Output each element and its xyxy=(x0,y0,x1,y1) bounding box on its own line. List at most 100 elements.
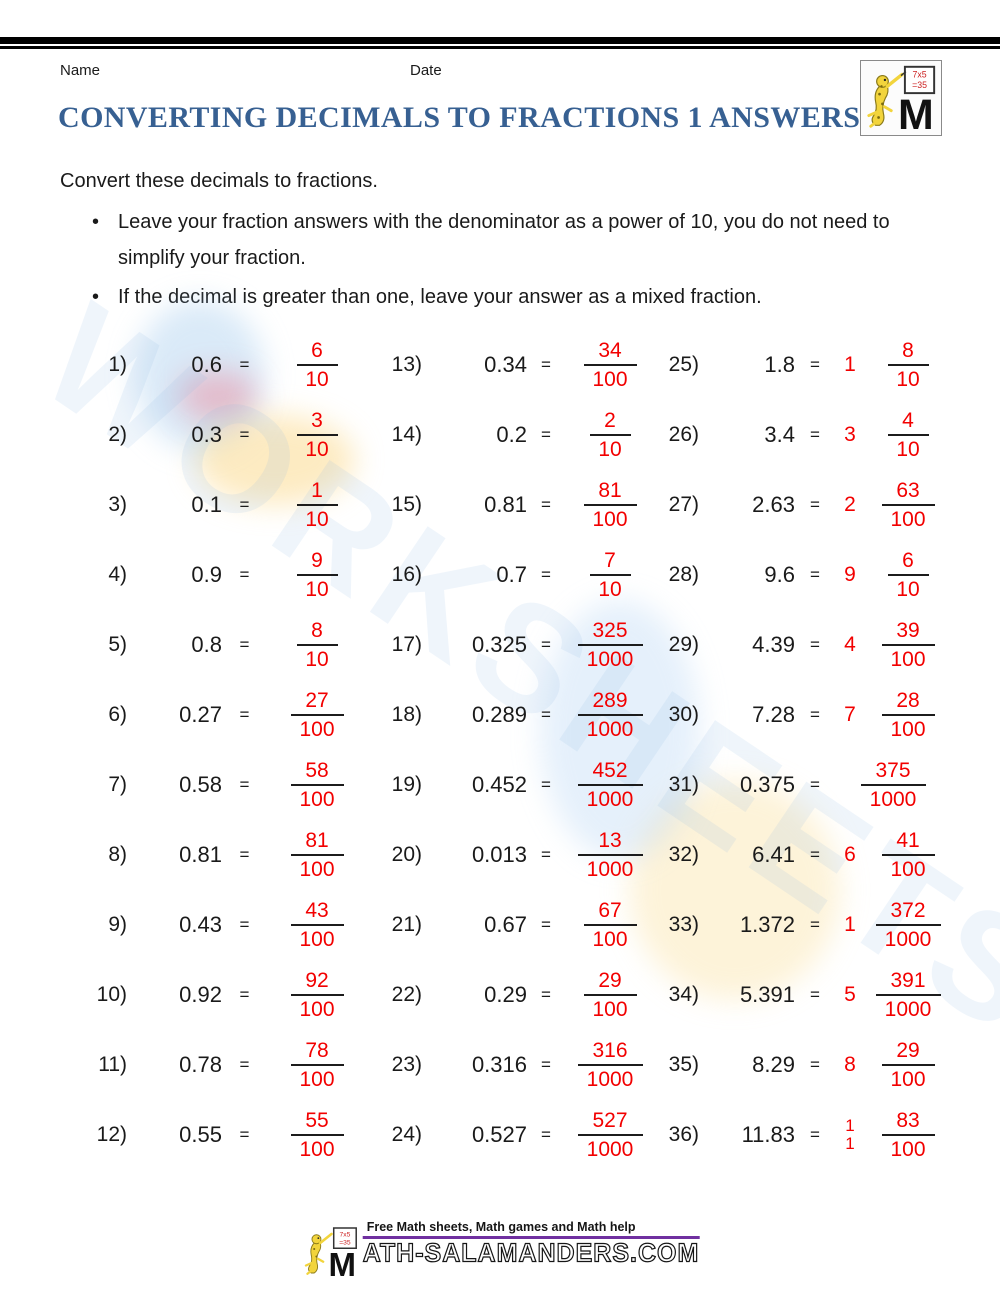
fraction-bar xyxy=(296,363,338,366)
decimal-value: 0.34 xyxy=(484,352,527,377)
fraction-bar xyxy=(583,993,637,996)
decimal-value: 0.1 xyxy=(191,492,222,517)
denominator: 1000 xyxy=(586,717,634,741)
problem-number: 17) xyxy=(391,633,422,656)
equals-sign: = xyxy=(541,915,551,934)
equals-sign: = xyxy=(239,1125,250,1144)
salamander-eye xyxy=(883,78,887,82)
fraction-bar xyxy=(589,433,631,436)
fraction-answer: 375 1000 xyxy=(835,759,951,812)
numerator: 527 xyxy=(592,1108,628,1132)
logo-m-letter: M xyxy=(898,91,934,134)
denominator: 100 xyxy=(299,927,335,951)
fraction-bar xyxy=(290,1133,344,1136)
fraction-bar xyxy=(887,363,929,366)
numerator: 3 xyxy=(311,408,323,432)
fraction-bar xyxy=(296,503,338,506)
problem-number: 18) xyxy=(391,703,422,726)
numerator: 452 xyxy=(592,758,628,782)
fraction-answer: 81 100 xyxy=(267,829,367,882)
problem-number: 6) xyxy=(108,703,127,726)
fraction-bar xyxy=(881,713,935,716)
problem-row: 28) 9.6 = 9 6 10 xyxy=(655,540,1000,610)
equals-sign: = xyxy=(810,565,820,584)
denominator: 10 xyxy=(305,577,329,601)
fraction-bar xyxy=(290,1063,344,1066)
equals-sign: = xyxy=(541,355,551,374)
equals-sign: = xyxy=(810,915,820,934)
equals-sign: = xyxy=(541,705,551,724)
footer-board-text-1: 7x5 xyxy=(340,1231,351,1238)
denominator: 10 xyxy=(896,367,920,391)
fraction-bar xyxy=(881,1063,935,1066)
problem-row: 25) 1.8 = 1 8 10 xyxy=(655,330,1000,400)
decimal-value: 0.2 xyxy=(496,422,527,447)
fraction-bar xyxy=(583,363,637,366)
fraction-answer: 34 100 xyxy=(565,339,655,392)
fraction-bar xyxy=(296,643,338,646)
denominator: 100 xyxy=(890,1067,926,1091)
decimal-value: 0.9 xyxy=(191,562,222,587)
denominator: 1000 xyxy=(586,647,634,671)
salamander-logo-icon: 7x5 =35 M xyxy=(867,65,936,139)
problem-number: 14) xyxy=(391,423,422,446)
salamander-head xyxy=(876,74,889,88)
instruction-text: If the decimal is greater than one, leav… xyxy=(118,286,762,308)
fraction-answer: 67 100 xyxy=(565,899,655,952)
problem-row: 18) 0.289 = 289 1000 xyxy=(370,680,655,750)
numerator: 2 xyxy=(604,408,616,432)
fraction-answer: 4 10 xyxy=(865,409,951,462)
problem-row: 31) 0.375 = 375 1000 xyxy=(655,750,1000,820)
fraction-bar xyxy=(577,713,643,716)
denominator: 1000 xyxy=(884,927,932,951)
problem-number: 33) xyxy=(668,913,699,936)
denominator: 1000 xyxy=(586,857,634,881)
denominator: 100 xyxy=(299,787,335,811)
equals-sign: = xyxy=(810,635,820,654)
fraction-bar xyxy=(589,573,631,576)
decimal-value: 0.289 xyxy=(471,702,527,727)
equals-sign: = xyxy=(541,425,551,444)
numerator: 43 xyxy=(305,898,329,922)
decimal-value: 0.55 xyxy=(179,1122,222,1147)
fraction-answer: 391 1000 xyxy=(865,969,951,1022)
fraction-answer: 81 100 xyxy=(565,479,655,532)
denominator: 1000 xyxy=(586,787,634,811)
numerator: 375 xyxy=(875,758,911,782)
fraction-answer: 7 10 xyxy=(565,549,655,602)
equals-sign: = xyxy=(239,1055,250,1074)
equals-sign: = xyxy=(810,1125,820,1144)
fraction-answer: 78 100 xyxy=(267,1039,367,1092)
problem-number: 25) xyxy=(668,353,699,376)
equals-sign: = xyxy=(541,845,551,864)
footer-salamander-icon: 7x5 =35 M xyxy=(304,1227,357,1283)
denominator: 100 xyxy=(592,997,628,1021)
denominator: 100 xyxy=(299,717,335,741)
decimal-value: 0.27 xyxy=(179,702,222,727)
denominator: 10 xyxy=(598,437,622,461)
numerator: 316 xyxy=(592,1038,628,1062)
fraction-bar xyxy=(577,783,643,786)
page-title: CONVERTING DECIMALS TO FRACTIONS 1 ANSWE… xyxy=(58,101,861,134)
fraction-bar xyxy=(290,853,344,856)
problem-number: 32) xyxy=(668,843,699,866)
problems-column-2: 13) 0.34 = 34 100 14) 0.2 = 2 10 15) 0.8… xyxy=(370,330,655,1170)
fraction-answer: 316 1000 xyxy=(565,1039,655,1092)
fraction-answer: 29 100 xyxy=(865,1039,951,1092)
equals-sign: = xyxy=(810,495,820,514)
decimal-value: 6.41 xyxy=(752,842,795,867)
decimal-value: 0.013 xyxy=(471,842,527,867)
problem-number: 12) xyxy=(96,1123,127,1146)
decimal-value: 0.325 xyxy=(471,632,527,657)
equals-sign: = xyxy=(810,355,820,374)
problem-number: 19) xyxy=(391,773,422,796)
problem-row: 32) 6.41 = 6 41 100 xyxy=(655,820,1000,890)
problem-row: 26) 3.4 = 3 4 10 xyxy=(655,400,1000,470)
numerator: 81 xyxy=(598,478,622,502)
problem-row: 9) 0.43 = 43 100 xyxy=(60,890,370,960)
equals-sign: = xyxy=(810,425,820,444)
fraction-answer: 63 100 xyxy=(865,479,951,532)
fraction-answer: 2 10 xyxy=(565,409,655,462)
footer-divider xyxy=(362,1236,700,1239)
